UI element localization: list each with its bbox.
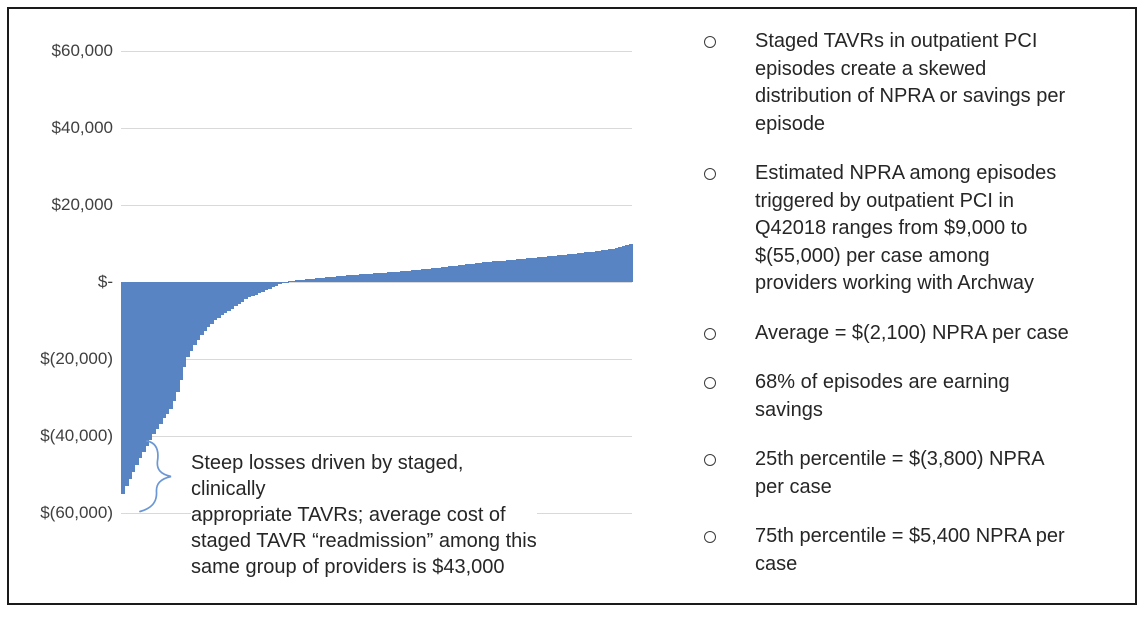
bullet-circle-icon <box>704 328 716 340</box>
annotation-line: Steep losses driven by staged, clinicall… <box>191 450 537 502</box>
y-axis-labels: $60,000$40,000$20,000$-$(20,000)$(40,000… <box>9 51 113 513</box>
npra-distribution-chart: $60,000 $40,000 $20,000 $- $(20,000) $(40,000… <box>9 9 659 621</box>
bullet-line: case <box>755 551 1065 579</box>
bullet-line: 68% of episodes are earning <box>755 369 1010 397</box>
y-tick-label: $40,000 <box>9 118 113 138</box>
bullet-item: Average = $(2,100) NPRA per case <box>695 320 1131 348</box>
bullet-line: episodes create a skewed <box>755 56 1065 84</box>
bar-series <box>121 51 632 513</box>
y-tick-label: $(40,000) <box>9 426 113 446</box>
annotation-line: appropriate TAVRs; average cost of <box>191 502 537 528</box>
chart-annotation: Steep losses driven by staged, clinicall… <box>191 450 537 580</box>
bar <box>281 282 285 283</box>
bullet-line: Q42018 ranges from $9,000 to <box>755 215 1056 243</box>
annotation-line: same group of providers is $43,000 <box>191 554 537 580</box>
bullet-line: distribution of NPRA or savings per <box>755 83 1065 111</box>
bullet-circle-icon <box>704 168 716 180</box>
y-tick-label: $20,000 <box>9 195 113 215</box>
bullet-line: providers working with Archway <box>755 270 1056 298</box>
bullet-circle-icon <box>704 36 716 48</box>
bullet-line: Staged TAVRs in outpatient PCI <box>755 28 1065 56</box>
bullet-circle-icon <box>704 531 716 543</box>
y-tick-label: $60,000 <box>9 41 113 61</box>
y-tick-label: $(20,000) <box>9 349 113 369</box>
bullet-line: 75th percentile = $5,400 NPRA per <box>755 523 1065 551</box>
figure-border: $60,000 $40,000 $20,000 $- $(20,000) $(40,000… <box>7 7 1137 605</box>
plot-area <box>121 51 632 513</box>
bullet-line: Estimated NPRA among episodes <box>755 160 1056 188</box>
bullet-line: savings <box>755 397 1010 425</box>
bullet-line: $(55,000) per case among <box>755 243 1056 271</box>
bullet-text: Average = $(2,100) NPRA per case <box>755 320 1069 348</box>
bullet-line: triggered by outpatient PCI in <box>755 188 1056 216</box>
bullet-line: Average = $(2,100) NPRA per case <box>755 320 1069 348</box>
bullet-circle-icon <box>704 454 716 466</box>
bullet-line: per case <box>755 474 1045 502</box>
annotation-line: staged TAVR “readmission” among this <box>191 528 537 554</box>
bullet-line: episode <box>755 111 1065 139</box>
bullet-line: 25th percentile = $(3,800) NPRA <box>755 446 1045 474</box>
bar <box>629 244 633 282</box>
curly-brace-icon <box>133 438 179 514</box>
bullet-circle-icon <box>704 377 716 389</box>
y-tick-label: $(60,000) <box>9 503 113 523</box>
y-tick-label: $- <box>9 272 113 292</box>
